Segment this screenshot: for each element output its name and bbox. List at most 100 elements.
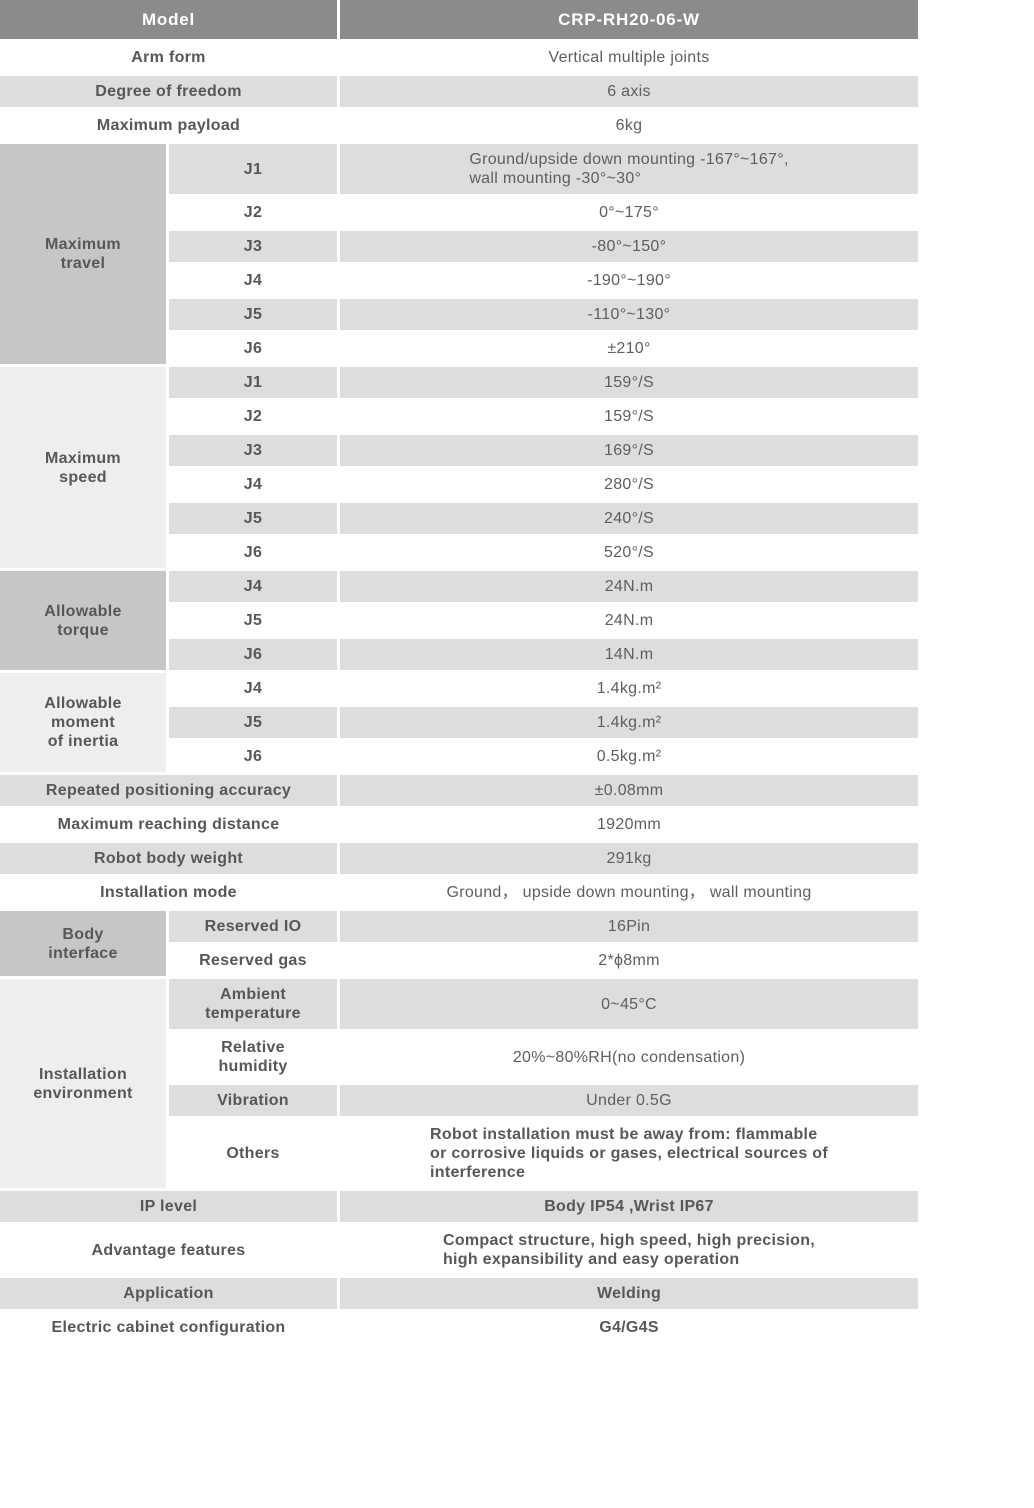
value-cell: Ground/upside down mounting -167°~167°, … [340, 144, 919, 197]
group-label-cell: Allowable torque [0, 571, 169, 673]
value-cell: Compact structure, high speed, high prec… [340, 1225, 919, 1278]
value-cell: 24N.m [340, 605, 919, 639]
group-label-cell: Allowable moment of inertia [0, 673, 169, 775]
sub-label-cell: Relative humidity [169, 1032, 341, 1085]
spec-row: Installation mode Ground， upside down mou… [0, 877, 919, 911]
spec-row: Arm form Vertical multiple joints [0, 42, 919, 76]
value-text: Robot installation must be away from: fl… [430, 1126, 828, 1181]
spec-row: J5 -110°~130° [0, 299, 919, 333]
value-cell: 14N.m [340, 639, 919, 673]
spec-row: Allowable torque J4 24N.m [0, 571, 919, 673]
sub-label-cell: J4 [169, 571, 341, 605]
spec-row: J6 ±210° [0, 333, 919, 367]
sub-label-cell: Ambient temperature [169, 979, 341, 1032]
row-label-cell: Degree of freedom [0, 76, 341, 110]
spec-row: J4 280°/S [0, 469, 919, 503]
sub-label-cell: J4 [169, 469, 341, 503]
sub-label-cell: J6 [169, 333, 341, 367]
row-label-cell: Maximum reaching distance [0, 809, 341, 843]
sub-label-cell: Vibration [169, 1085, 341, 1119]
row-label-cell: Advantage features [0, 1225, 341, 1278]
sub-label-cell: J5 [169, 605, 341, 639]
value-cell: G4/G4S [340, 1312, 919, 1346]
sub-label-cell: J3 [169, 435, 341, 469]
sub-label-cell: J1 [169, 144, 341, 197]
value-cell: 169°/S [340, 435, 919, 469]
value-cell: 16Pin [340, 911, 919, 945]
sub-label-cell: J5 [169, 299, 341, 333]
spec-row: Advantage features Compact structure, hig… [0, 1225, 919, 1278]
row-label-cell: Installation mode [0, 877, 341, 911]
value-cell: -190°~190° [340, 265, 919, 299]
value-cell: 1920mm [340, 809, 919, 843]
spec-row: Installation environment Ambient temperat… [0, 979, 919, 1191]
spec-row: Reserved gas 2*ϕ8mm [0, 945, 919, 979]
row-label-cell: Repeated positioning accuracy [0, 775, 341, 809]
value-text: Ground/upside down mounting -167°~167°, … [469, 151, 789, 187]
spec-row: J4 -190°~190° [0, 265, 919, 299]
spec-row: Robot body weight 291kg [0, 843, 919, 877]
value-cell: 1.4kg.m² [340, 707, 919, 741]
spec-row: Allowable moment of inertia J4 1.4kg.m² [0, 673, 919, 775]
spec-row: IP level Body IP54 ,Wrist IP67 [0, 1191, 919, 1225]
value-cell: 159°/S [340, 367, 919, 401]
value-cell: Robot installation must be away from: fl… [340, 1119, 919, 1191]
spec-row: Vibration Under 0.5G [0, 1085, 919, 1119]
sub-label-cell: J6 [169, 741, 341, 775]
value-cell: 6kg [340, 110, 919, 144]
spec-row: J5 240°/S [0, 503, 919, 537]
row-label-cell: Arm form [0, 42, 341, 76]
sub-label-cell: Reserved gas [169, 945, 341, 979]
spec-row: J3 -80°~150° [0, 231, 919, 265]
value-cell: 280°/S [340, 469, 919, 503]
group-label-cell: Installation environment [0, 979, 169, 1191]
spec-row: J6 520°/S [0, 537, 919, 571]
spec-row: Maximum reaching distance 1920mm [0, 809, 919, 843]
spec-row: Degree of freedom 6 axis [0, 76, 919, 110]
sub-label-cell: J6 [169, 537, 341, 571]
spec-row: J6 0.5kg.m² [0, 741, 919, 775]
value-cell: 0~45°C [340, 979, 919, 1032]
value-cell: Welding [340, 1278, 919, 1312]
model-header-label-cell: Model [0, 0, 341, 42]
sub-label-cell: Others [169, 1119, 341, 1191]
row-label-cell: Electric cabinet configuration [0, 1312, 341, 1346]
value-cell: 291kg [340, 843, 919, 877]
sub-label-cell: J5 [169, 503, 341, 537]
sub-label-cell: J4 [169, 265, 341, 299]
value-cell: 240°/S [340, 503, 919, 537]
group-label-cell: Maximum speed [0, 367, 169, 571]
row-label-cell: Maximum payload [0, 110, 341, 144]
model-header-value-cell: CRP-RH20-06-W [340, 0, 919, 42]
value-cell: -110°~130° [340, 299, 919, 333]
value-cell: 2*ϕ8mm [340, 945, 919, 979]
spec-row: J5 1.4kg.m² [0, 707, 919, 741]
value-cell: -80°~150° [340, 231, 919, 265]
value-cell: Under 0.5G [340, 1085, 919, 1119]
sub-label-cell: J3 [169, 231, 341, 265]
spec-row: Relative humidity 20%~80%RH(no condensati… [0, 1032, 919, 1085]
spec-row: J5 24N.m [0, 605, 919, 639]
spec-row: J2 0°~175° [0, 197, 919, 231]
value-cell: Body IP54 ,Wrist IP67 [340, 1191, 919, 1225]
spec-table: Model CRP-RH20-06-W Arm form Vertical multi… [0, 0, 919, 1346]
value-cell: ±210° [340, 333, 919, 367]
sub-label-cell: J6 [169, 639, 341, 673]
spec-row: Maximum payload 6kg [0, 110, 919, 144]
spec-row: Maximum travel J1 Ground/upside down mount… [0, 144, 919, 367]
spec-row: Others Robot installation must be away fr… [0, 1119, 919, 1191]
spec-row: J2 159°/S [0, 401, 919, 435]
row-label-cell: Application [0, 1278, 341, 1312]
value-cell: 6 axis [340, 76, 919, 110]
sub-label-cell: J1 [169, 367, 341, 401]
value-cell: Vertical multiple joints [340, 42, 919, 76]
value-cell: 1.4kg.m² [340, 673, 919, 707]
spec-row: Application Welding [0, 1278, 919, 1312]
value-cell: 20%~80%RH(no condensation) [340, 1032, 919, 1085]
row-label-cell: Robot body weight [0, 843, 341, 877]
spec-row: Repeated positioning accuracy ±0.08mm [0, 775, 919, 809]
value-text: Compact structure, high speed, high prec… [442, 1232, 816, 1268]
value-cell: 159°/S [340, 401, 919, 435]
sub-label-cell: J5 [169, 707, 341, 741]
